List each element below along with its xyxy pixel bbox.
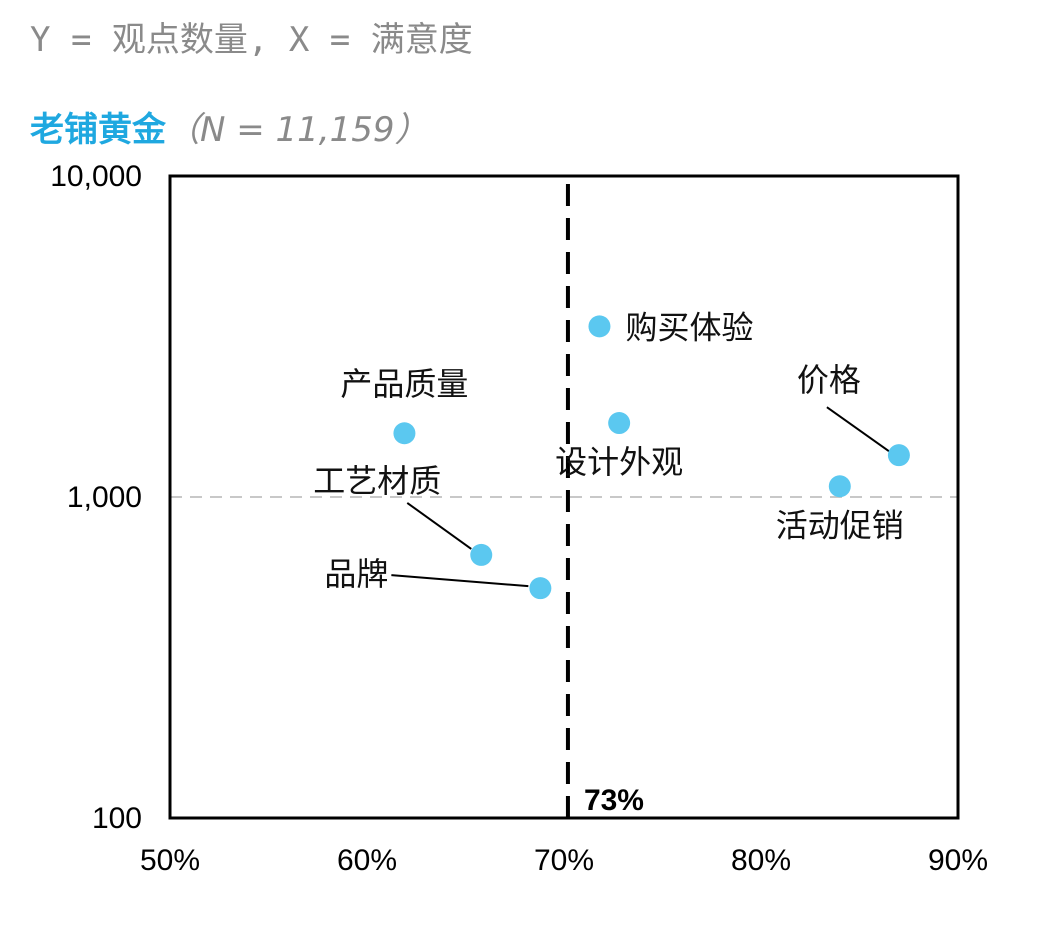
reference-line-label: 73%	[584, 784, 644, 817]
brand-name: 老铺黄金	[30, 110, 166, 150]
point-label: 购买体验	[625, 308, 753, 346]
data-point	[529, 577, 552, 600]
tick-label-layer: 50% 60% 70% 80% 90% 100 1,000 10,000	[50, 160, 988, 877]
x-tick-label: 80%	[731, 844, 791, 877]
point-layer	[393, 315, 910, 600]
chart-title: 老铺黄金（N = 11,159）	[30, 102, 429, 151]
grid-layer: 73%	[170, 184, 958, 818]
leader-line	[391, 574, 529, 588]
x-tick-label: 50%	[140, 844, 200, 877]
y-tick-label: 1,000	[67, 481, 142, 514]
x-tick-label: 60%	[337, 844, 397, 877]
leader-line-layer	[391, 406, 890, 588]
point-label: 品牌	[324, 555, 388, 593]
data-point	[887, 444, 910, 467]
leader-line	[406, 502, 472, 550]
sample-size: （N = 11,159）	[166, 110, 429, 150]
data-point	[470, 543, 493, 566]
x-tick-label: 70%	[534, 844, 594, 877]
point-label: 工艺材质	[313, 462, 441, 500]
data-point	[393, 422, 416, 445]
point-label: 设计外观	[555, 443, 683, 481]
point-label: 价格	[797, 361, 861, 399]
plot-frame	[168, 174, 960, 820]
y-tick-label: 100	[92, 802, 142, 835]
data-point	[608, 412, 631, 435]
x-tick-label: 90%	[928, 844, 988, 877]
data-point	[588, 315, 611, 338]
point-label: 产品质量	[340, 365, 468, 403]
chart-caption: Y = 观点数量, X = 满意度	[30, 20, 473, 60]
point-label: 活动促销	[776, 506, 904, 544]
data-point	[828, 475, 851, 498]
y-tick-label: 10,000	[50, 160, 142, 193]
leader-line	[826, 406, 890, 452]
